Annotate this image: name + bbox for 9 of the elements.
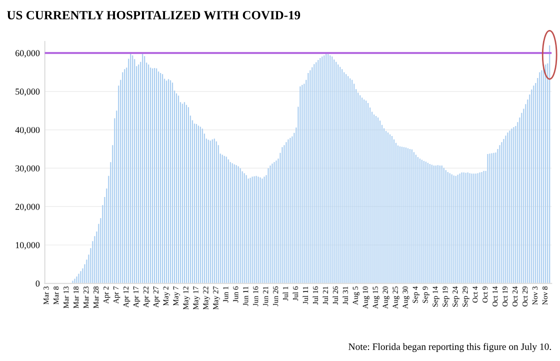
y-tick-label: 50,000 xyxy=(16,88,40,96)
y-tick-label: 20,000 xyxy=(16,204,40,212)
text: Note: Florida began reporting this figure on July 10. xyxy=(348,343,551,352)
chart-title: US CURRENTLY HOSPITALIZED WITH COVID-19 xyxy=(7,10,300,20)
y-tick-label: 0 xyxy=(36,280,40,287)
y-tick-label: 40,000 xyxy=(15,126,40,134)
y-tick-label: 30,000 xyxy=(16,165,40,173)
y-tick-label: 10,000 xyxy=(16,242,40,250)
y-tick-label: 60,000 xyxy=(16,50,40,58)
